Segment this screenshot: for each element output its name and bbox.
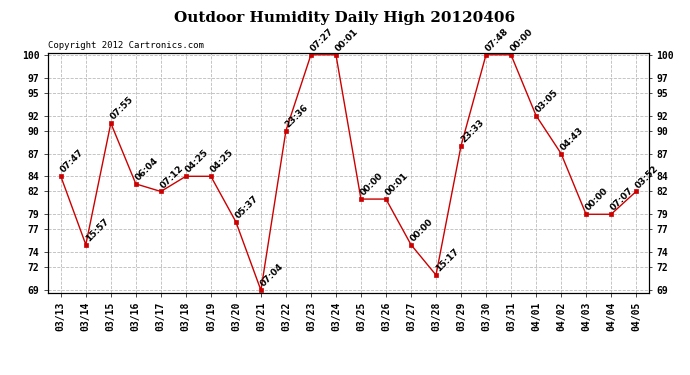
Text: 04:25: 04:25	[184, 148, 210, 175]
Text: 15:17: 15:17	[434, 247, 460, 274]
Text: 07:27: 07:27	[308, 27, 335, 53]
Text: 00:00: 00:00	[584, 187, 610, 213]
Text: 07:47: 07:47	[59, 148, 86, 175]
Text: 07:48: 07:48	[484, 27, 511, 53]
Text: Copyright 2012 Cartronics.com: Copyright 2012 Cartronics.com	[48, 41, 204, 50]
Text: 07:55: 07:55	[108, 95, 135, 122]
Text: 15:57: 15:57	[83, 217, 110, 243]
Text: 00:01: 00:01	[334, 27, 360, 53]
Text: 07:12: 07:12	[159, 164, 185, 190]
Text: 07:07: 07:07	[609, 186, 635, 213]
Text: 23:36: 23:36	[284, 103, 310, 129]
Text: 04:43: 04:43	[559, 125, 586, 152]
Text: 23:33: 23:33	[459, 118, 485, 144]
Text: 03:52: 03:52	[634, 164, 660, 190]
Text: Outdoor Humidity Daily High 20120406: Outdoor Humidity Daily High 20120406	[175, 11, 515, 25]
Text: 07:04: 07:04	[259, 262, 285, 289]
Text: 00:00: 00:00	[359, 171, 385, 198]
Text: 00:00: 00:00	[408, 217, 435, 243]
Text: 00:00: 00:00	[509, 27, 535, 53]
Text: 03:05: 03:05	[534, 88, 560, 114]
Text: 04:25: 04:25	[208, 148, 235, 175]
Text: 06:04: 06:04	[134, 156, 160, 183]
Text: 05:37: 05:37	[234, 194, 260, 220]
Text: 00:01: 00:01	[384, 171, 410, 198]
